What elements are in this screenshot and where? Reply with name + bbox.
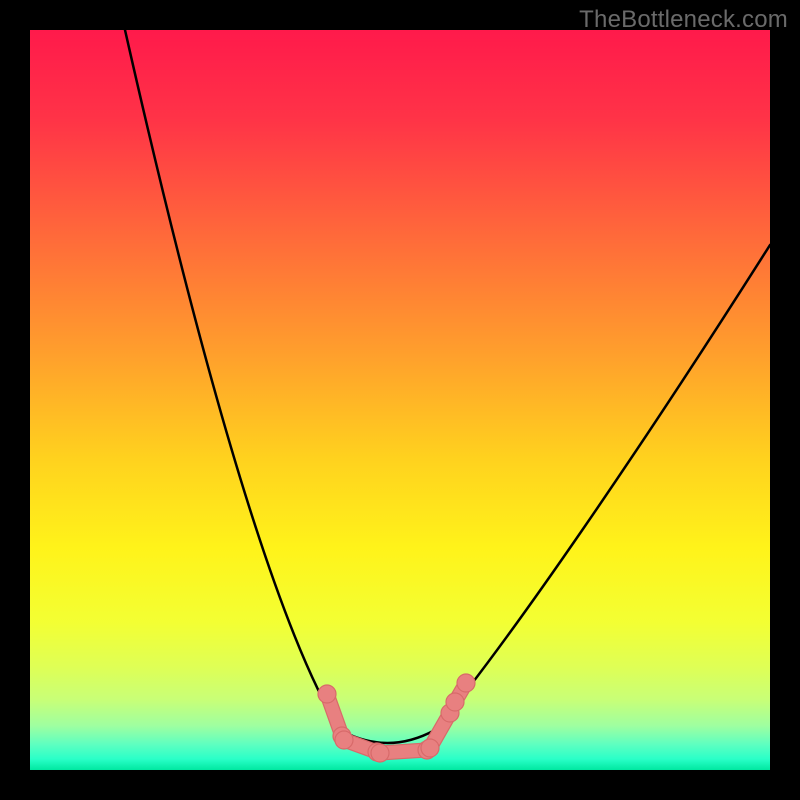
marker-cap-a-3 xyxy=(421,739,439,757)
marker-cap-a-1 xyxy=(335,731,353,749)
valley-markers xyxy=(318,674,475,762)
curve-layer xyxy=(30,30,770,770)
curve-right xyxy=(435,245,770,730)
marker-cap-a-2 xyxy=(371,744,389,762)
curve-left xyxy=(125,30,340,730)
watermark-text: TheBottleneck.com xyxy=(579,6,788,34)
marker-cap-b-4 xyxy=(457,674,475,692)
marker-cap-a-4 xyxy=(446,693,464,711)
chart-stage: TheBottleneck.com xyxy=(0,0,800,800)
plot-area xyxy=(30,30,770,770)
marker-cap-a-0 xyxy=(318,685,336,703)
